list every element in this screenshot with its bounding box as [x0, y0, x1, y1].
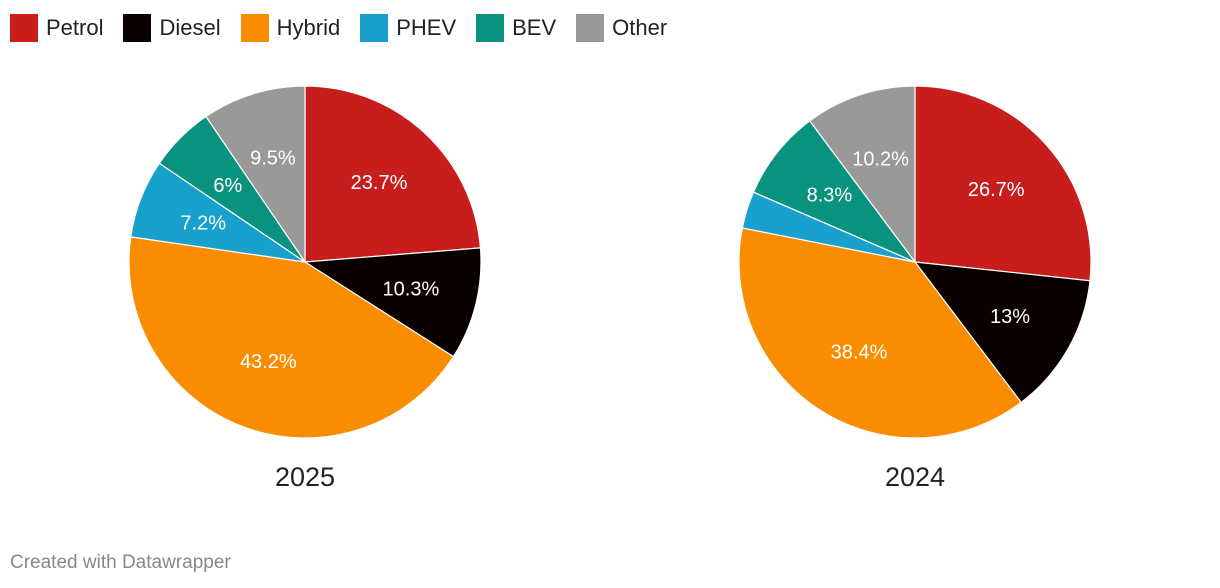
pie-slice-petrol-2025: [304, 85, 482, 263]
legend-swatch-other: [576, 14, 605, 42]
slice-label-hybrid-2025: 43.2%: [240, 351, 297, 373]
pie-slice-other-2024: [808, 85, 916, 264]
slice-label-bev-2025: 6%: [213, 175, 242, 197]
legend-label-diesel: Diesel: [159, 15, 221, 40]
legend-swatch-petrol: [10, 14, 38, 42]
legend-label-bev: BEV: [512, 15, 557, 40]
slice-label-diesel-2024: 13%: [990, 306, 1030, 328]
pie-charts: 23.7% 10.3% 43.2% 7.2% 6% 9.5% 2025 26.7% 13% 38…: [128, 85, 1092, 492]
legend-swatch-hybrid: [240, 14, 269, 42]
legend: Petrol Diesel Hybrid PHEV BEV Other: [10, 12, 687, 44]
legend-item-phev: PHEV: [360, 14, 456, 42]
legend-label-hybrid: Hybrid: [276, 15, 341, 40]
legend-swatch-diesel: [123, 14, 152, 42]
legend-label-petrol: Petrol: [46, 15, 104, 40]
credit-text: Created with Datawrapper: [10, 552, 231, 573]
slice-label-hybrid-2024: 38.4%: [831, 342, 888, 364]
legend-item-diesel: Diesel: [123, 14, 221, 42]
slice-label-petrol-2024: 26.7%: [968, 179, 1025, 201]
slice-label-phev-2025: 7.2%: [180, 213, 226, 235]
pie-slice-diesel-2025: [303, 247, 482, 358]
pie-slice-bev-2024: [752, 120, 917, 264]
pie-slice-other-2025: [205, 85, 306, 264]
pie-slice-diesel-2024: [913, 261, 1091, 404]
chart-title-2025: 2025: [275, 462, 335, 492]
legend-label-phev: PHEV: [396, 15, 457, 40]
legend-item-bev: BEV: [476, 14, 556, 42]
legend-item-hybrid: Hybrid: [240, 14, 341, 42]
legend-swatch-bev: [476, 14, 505, 42]
slice-label-bev-2024: 8.3%: [807, 184, 853, 206]
legend-swatch-phev: [360, 14, 389, 42]
pie-slice-hybrid-2024: [738, 227, 1022, 439]
chart-title-2024: 2024: [885, 462, 945, 492]
slice-label-other-2025: 9.5%: [250, 148, 296, 170]
pie-slice-petrol-2024: [914, 85, 1092, 282]
legend-item-petrol: Petrol: [10, 14, 103, 42]
slice-label-diesel-2025: 10.3%: [383, 278, 440, 300]
slice-label-petrol-2025: 23.7%: [351, 172, 408, 194]
slice-label-other-2024: 10.2%: [852, 148, 909, 170]
pie-chart-2025: 23.7% 10.3% 43.2% 7.2% 6% 9.5% 2025: [128, 85, 482, 492]
legend-label-other: Other: [612, 15, 668, 40]
pie-chart-2024: 26.7% 13% 38.4% 8.3% 10.2% 2024: [738, 85, 1092, 492]
pie-slice-hybrid-2025: [128, 236, 455, 439]
legend-item-other: Other: [576, 14, 667, 42]
